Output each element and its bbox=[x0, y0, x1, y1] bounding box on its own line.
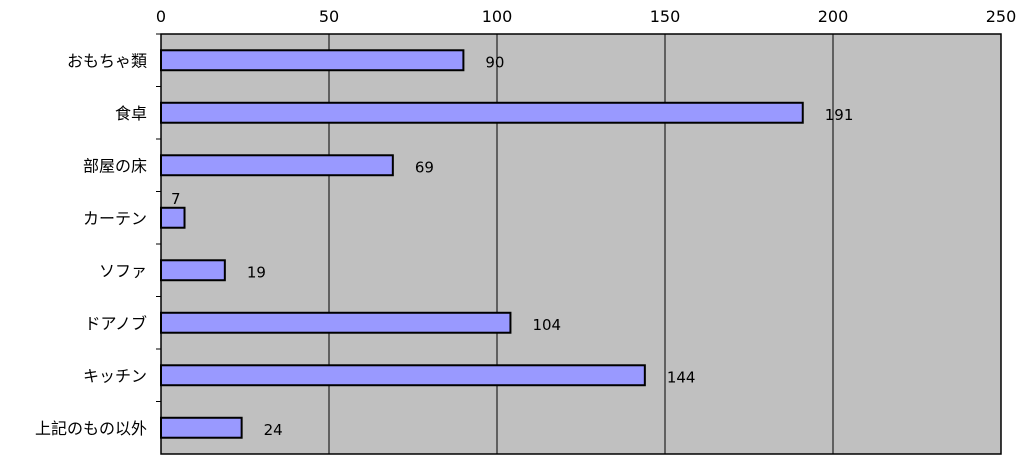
data-label: 7 bbox=[171, 190, 181, 208]
plot-area bbox=[160, 33, 1002, 455]
x-tick-label: 100 bbox=[482, 7, 513, 26]
bar bbox=[160, 101, 804, 124]
category-label: 部屋の床 bbox=[83, 156, 147, 175]
category-label: おもちゃ類 bbox=[67, 51, 147, 70]
bar bbox=[160, 416, 243, 439]
data-label: 69 bbox=[415, 158, 434, 176]
bar bbox=[160, 206, 186, 229]
bar bbox=[160, 364, 646, 387]
x-tick-label: 250 bbox=[986, 7, 1017, 26]
category-label: ソファ bbox=[99, 261, 147, 280]
x-tick-label: 50 bbox=[319, 7, 339, 26]
bar bbox=[160, 154, 394, 177]
category-label: ドアノブ bbox=[84, 314, 147, 333]
x-tick-label: 200 bbox=[818, 7, 849, 26]
category-label: キッチン bbox=[83, 366, 147, 385]
x-axis-ticks: 0 50 100 150 200 250 bbox=[156, 7, 1016, 26]
data-labels: 90 191 69 7 19 104 144 24 bbox=[171, 53, 853, 439]
x-tick-label: 150 bbox=[650, 7, 681, 26]
data-label: 24 bbox=[264, 421, 283, 439]
category-label: 上記のもの以外 bbox=[35, 419, 147, 438]
bar bbox=[160, 49, 465, 72]
data-label: 104 bbox=[532, 316, 561, 334]
data-label: 191 bbox=[825, 106, 854, 124]
category-label: 食卓 bbox=[115, 104, 147, 123]
data-label: 144 bbox=[667, 368, 696, 386]
bar bbox=[160, 259, 226, 282]
category-label: カーテン bbox=[83, 209, 147, 228]
bars bbox=[160, 49, 804, 439]
bar bbox=[160, 311, 512, 334]
data-label: 90 bbox=[485, 53, 504, 71]
data-label: 19 bbox=[247, 263, 266, 281]
x-tick-label: 0 bbox=[156, 7, 166, 26]
